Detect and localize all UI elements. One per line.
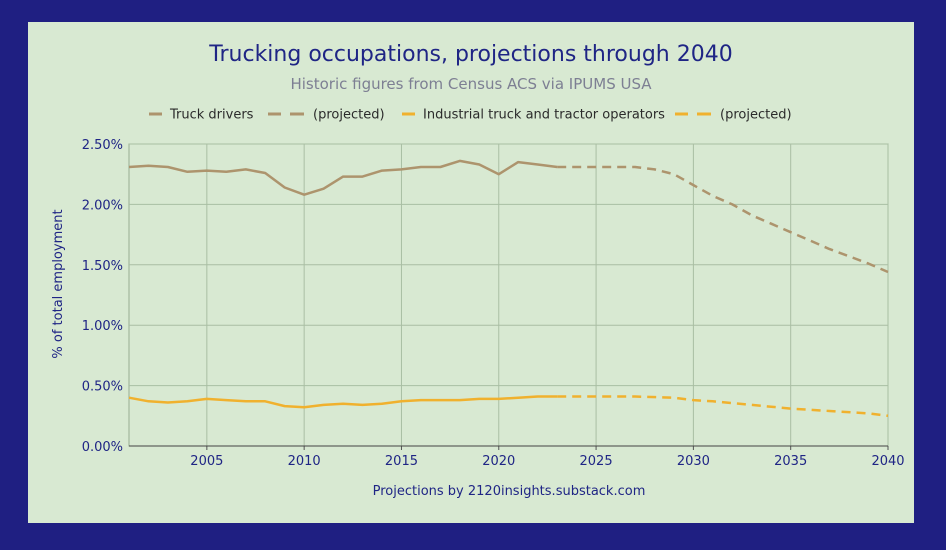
y-axis-label: % of total employment bbox=[51, 209, 66, 358]
series-line-1 bbox=[557, 165, 889, 274]
series-line-0 bbox=[128, 159, 558, 196]
x-tick-label: 2020 bbox=[482, 454, 515, 469]
chart-svg: Trucking occupations, projections throug… bbox=[51, 42, 905, 499]
x-tick-label: 2015 bbox=[385, 454, 418, 469]
chart-footer: Projections by 2120insights.substack.com bbox=[373, 484, 646, 499]
legend-label-3: (projected) bbox=[720, 108, 792, 123]
series-layer bbox=[128, 159, 889, 418]
y-tick-label: 1.00% bbox=[82, 319, 123, 334]
y-tick-label: 0.50% bbox=[82, 380, 123, 395]
grid bbox=[128, 143, 889, 447]
x-tick-label: 2005 bbox=[190, 454, 223, 469]
chart-subtitle: Historic figures from Census ACS via IPU… bbox=[290, 75, 652, 93]
x-tick-label: 2025 bbox=[580, 454, 613, 469]
y-tick-label: 2.50% bbox=[82, 138, 123, 153]
y-tick-label: 0.00% bbox=[82, 440, 123, 455]
series-line-3 bbox=[557, 395, 889, 418]
y-tick-label: 2.00% bbox=[82, 198, 123, 213]
legend-label-1: (projected) bbox=[313, 108, 385, 123]
x-tick-label: 2030 bbox=[677, 454, 710, 469]
x-tick-label: 2040 bbox=[871, 454, 904, 469]
x-tick-label: 2010 bbox=[288, 454, 321, 469]
x-tick-label: 2035 bbox=[774, 454, 807, 469]
series-line-2 bbox=[128, 395, 558, 409]
chart-card: Trucking occupations, projections throug… bbox=[28, 22, 914, 523]
legend-label-2: Industrial truck and tractor operators bbox=[423, 108, 665, 123]
legend-label-0: Truck drivers bbox=[169, 108, 254, 123]
legend: Truck drivers (projected) Industrial truck… bbox=[149, 108, 792, 123]
axes: 0.00% 0.50% 1.00% 1.50% 2.00% 2.50% 2005 2010 20… bbox=[82, 138, 905, 469]
chart-title: Trucking occupations, projections throug… bbox=[208, 42, 732, 67]
y-tick-label: 1.50% bbox=[82, 259, 123, 274]
